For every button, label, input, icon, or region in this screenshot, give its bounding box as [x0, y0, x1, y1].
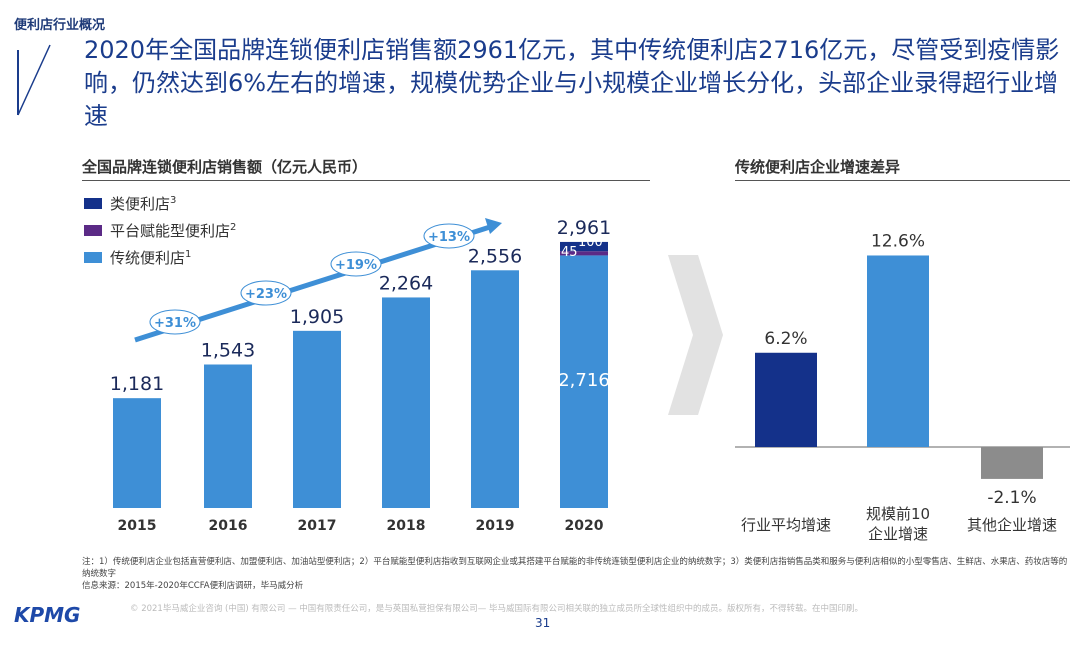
growth-label: +13% [428, 230, 470, 245]
bar-2019 [471, 270, 519, 508]
sales-chart: 类便利店3 平台赋能型便利店2 传统便利店1 1,181 2015 1,543 2016 1,… [84, 195, 611, 534]
bar-2016 [204, 364, 252, 508]
value-label: 12.6% [871, 231, 925, 251]
segment-label: 45 [561, 245, 578, 260]
legend-label: 平台赋能型便利店2 [110, 222, 236, 240]
bar-2018 [382, 297, 430, 508]
growth-badge [330, 251, 382, 277]
legend-label: 传统便利店1 [110, 249, 191, 267]
bar-2020 [560, 241, 608, 252]
category-label: 规模前10 [866, 505, 930, 523]
bar-2020 [560, 255, 608, 508]
section-title: 便利店行业概况 [14, 18, 106, 33]
x-tick-label: 2017 [298, 518, 337, 534]
legend-swatch [84, 225, 102, 236]
bar-1 [867, 255, 929, 447]
growth-label: +23% [245, 287, 287, 302]
source-text: 信息来源：2015年-2020年CCFA便利店调研，毕马威分析 [82, 581, 304, 591]
total-label: 2,961 [557, 217, 611, 239]
copyright: © 2021毕马威企业咨询 (中国) 有限公司 — 中国有限责任公司，是与英国私… [130, 604, 863, 614]
growth-label: +31% [154, 316, 196, 331]
value-label: -2.1% [987, 488, 1036, 508]
growth-arrow-head-icon [485, 218, 502, 234]
divider [735, 180, 1070, 181]
total-label: 1,905 [290, 306, 344, 328]
bar-2015 [113, 398, 161, 508]
growth-badge [423, 223, 475, 249]
legend-label: 类便利店3 [110, 195, 176, 213]
slash-number-decoration [17, 44, 51, 116]
x-tick-label: 2015 [118, 518, 157, 534]
divider [82, 180, 650, 181]
total-label: 2,556 [468, 245, 522, 267]
bar-0 [755, 352, 817, 447]
bar-2 [981, 447, 1043, 479]
growth-label: +19% [335, 258, 377, 273]
page-number: 31 [535, 616, 551, 630]
total-label: 1,543 [201, 340, 255, 362]
note-text: 注：1）传统便利店企业包括直营便利店、加盟便利店、加油站型便利店；2）平台赋能型… [82, 557, 1068, 579]
legend-swatch [84, 252, 102, 263]
category-label: 企业增速 [868, 525, 928, 543]
x-tick-label: 2019 [476, 518, 515, 534]
left-chart-title: 全国品牌连锁便利店销售额（亿元人民币） [82, 158, 368, 176]
headline: 2020年全国品牌连锁便利店销售额2961亿元，其中传统便利店2716亿元，尽管… [84, 36, 1060, 130]
x-tick-label: 2018 [387, 518, 426, 534]
total-label: 1,181 [110, 373, 164, 395]
footnotes: 注：1）传统便利店企业包括直营便利店、加盟便利店、加油站型便利店；2）平台赋能型… [82, 556, 1072, 592]
right-chart-title: 传统便利店企业增速差异 [735, 158, 901, 176]
bar-2017 [293, 330, 341, 508]
growth-badge [240, 280, 292, 306]
legend-swatch [84, 198, 102, 209]
growth-badge [149, 309, 201, 335]
growth-chart: 6.2% 行业平均增速 12.6% 规模前10 企业增速 -2.1% 其他企业增速 [735, 231, 1070, 543]
x-tick-label: 2016 [209, 518, 248, 534]
segment-label: 100 [578, 235, 603, 250]
category-label: 行业平均增速 [741, 516, 831, 534]
kpmg-logo: KPMG [14, 603, 81, 627]
value-label: 6.2% [764, 329, 807, 349]
segment-label: 2,716 [558, 370, 610, 391]
x-tick-label: 2020 [565, 518, 604, 534]
category-label: 其他企业增速 [967, 516, 1057, 534]
total-label: 2,264 [379, 272, 433, 294]
arrow-chevron-icon [668, 255, 723, 415]
bar-2020 [560, 251, 608, 256]
